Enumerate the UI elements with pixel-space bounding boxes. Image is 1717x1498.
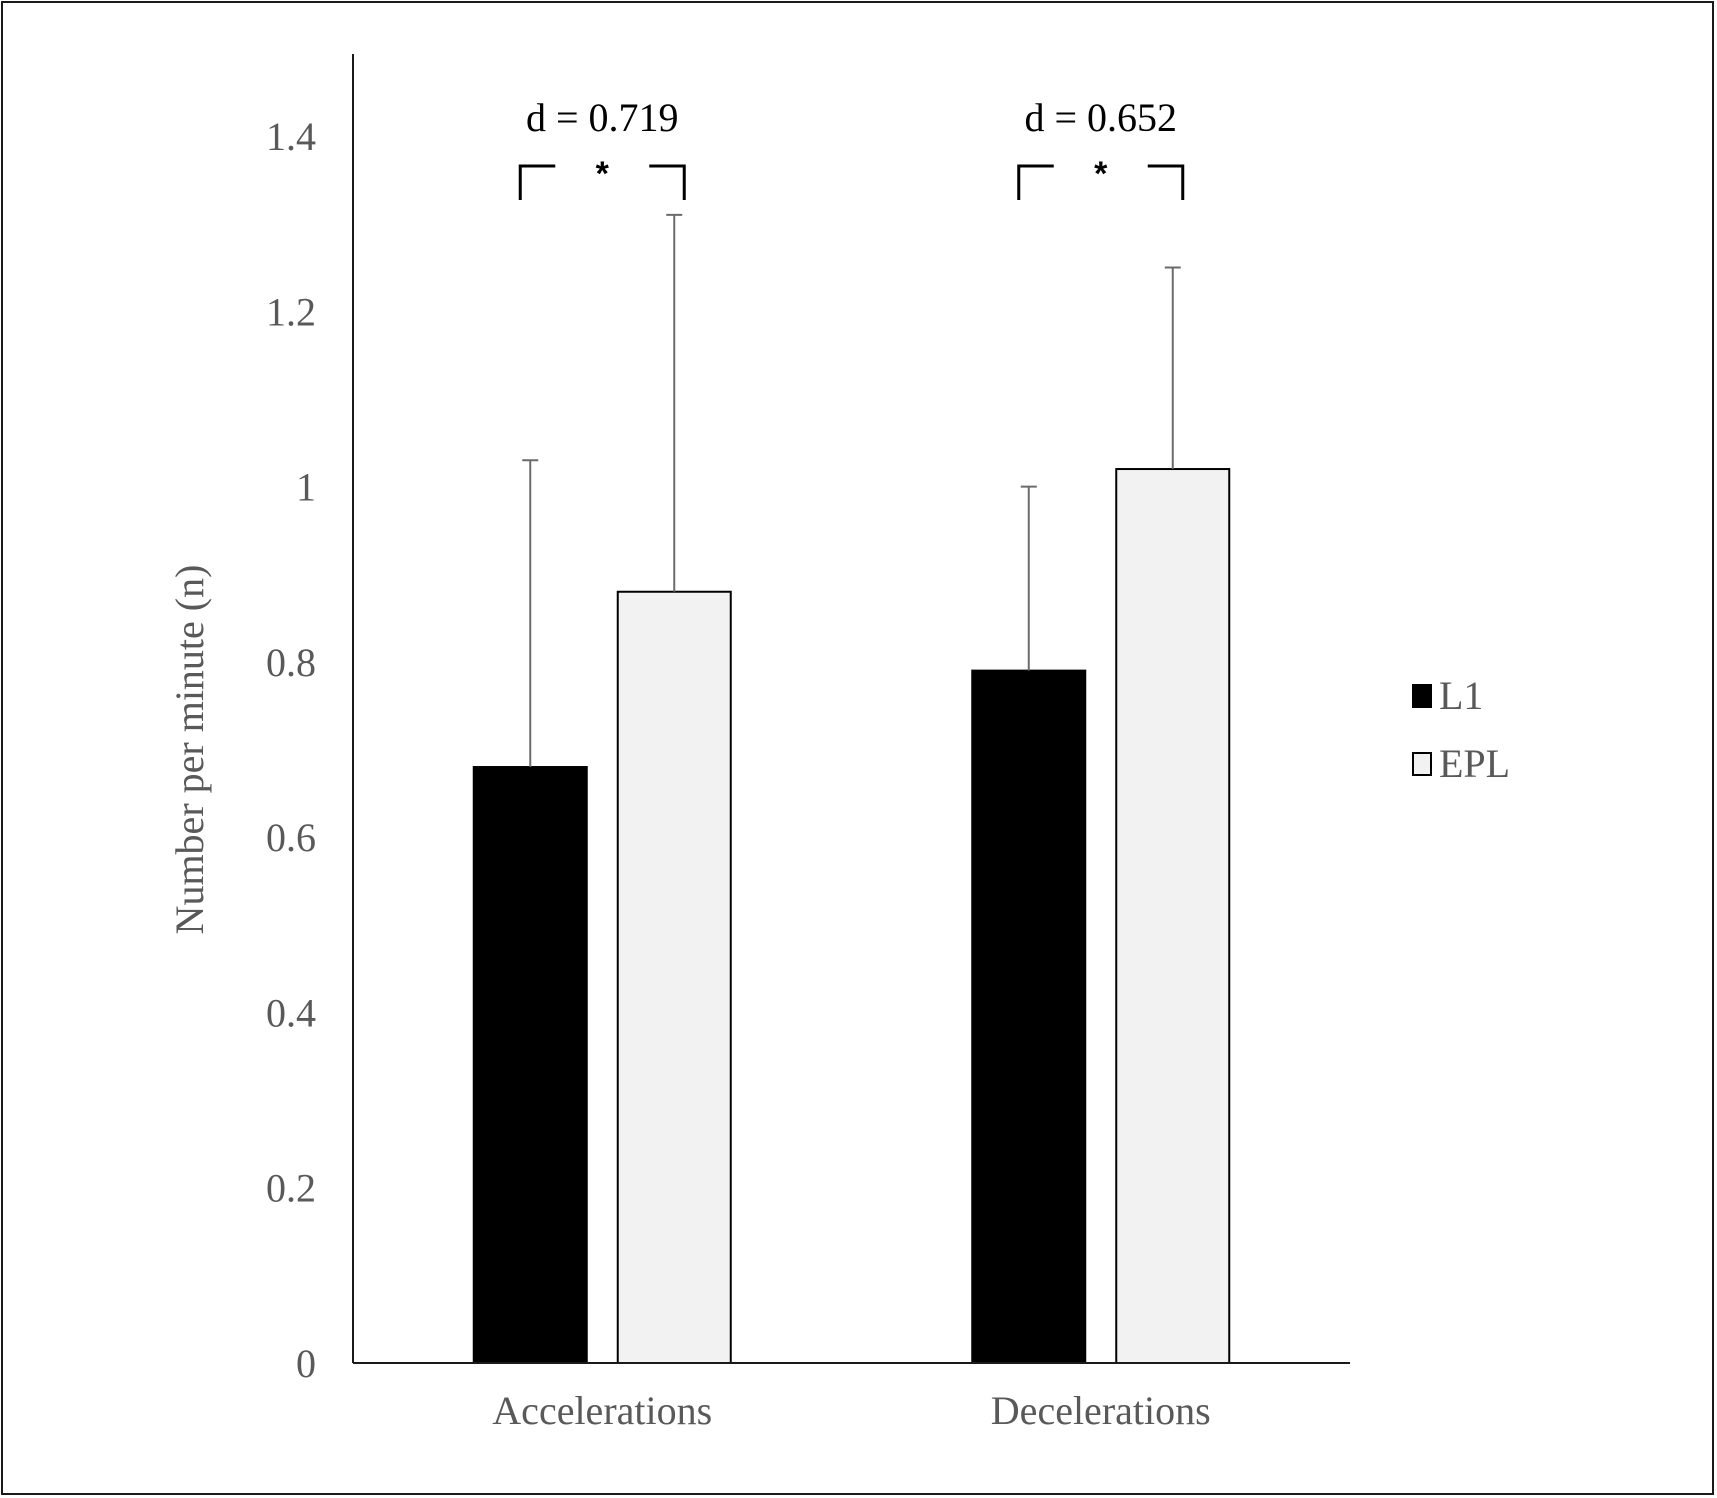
y-tick-label: 0.2 [266, 1166, 316, 1211]
y-tick-label: 1.4 [266, 114, 316, 159]
legend-label: L1 [1439, 673, 1483, 718]
bracket-left [1017, 164, 1054, 200]
significance-star: * [596, 155, 610, 193]
y-tick-label: 1.2 [266, 289, 316, 334]
y-tick-label: 0.6 [266, 815, 316, 860]
bracket-left [518, 164, 556, 200]
x-category-label: Accelerations [492, 1388, 712, 1433]
y-tick-label: 1 [296, 465, 316, 510]
bar-epl-decelerations [1115, 468, 1231, 1364]
x-category-label: Decelerations [991, 1388, 1211, 1433]
significance-annotations: * d = 0.719 * d = 0.652 [518, 95, 1185, 200]
legend-swatch [1412, 684, 1432, 708]
bracket-right [649, 164, 686, 200]
effect-size-label: d = 0.719 [526, 95, 679, 140]
error-bars [522, 213, 1181, 768]
effect-size-label: d = 0.652 [1024, 95, 1177, 140]
legend-label: EPL [1439, 741, 1510, 786]
bar-l1-decelerations [971, 669, 1087, 1364]
y-tick-label: 0.8 [266, 640, 316, 685]
y-axis-ticks: 0 0.2 0.4 0.6 0.8 1 1.2 1.4 [266, 114, 316, 1386]
x-axis-categories: Accelerations Decelerations [492, 1388, 1210, 1433]
legend: L1 EPL [1412, 673, 1510, 786]
y-tick-label: 0 [296, 1341, 316, 1386]
legend-swatch [1412, 752, 1432, 776]
bar-l1-accelerations [472, 766, 588, 1364]
y-axis-title: Number per minute (n) [167, 565, 212, 935]
bracket-right [1147, 164, 1185, 200]
bars [472, 468, 1231, 1364]
bar-epl-accelerations [616, 590, 732, 1364]
significance-star: * [1094, 155, 1108, 193]
y-tick-label: 0.4 [266, 990, 316, 1035]
